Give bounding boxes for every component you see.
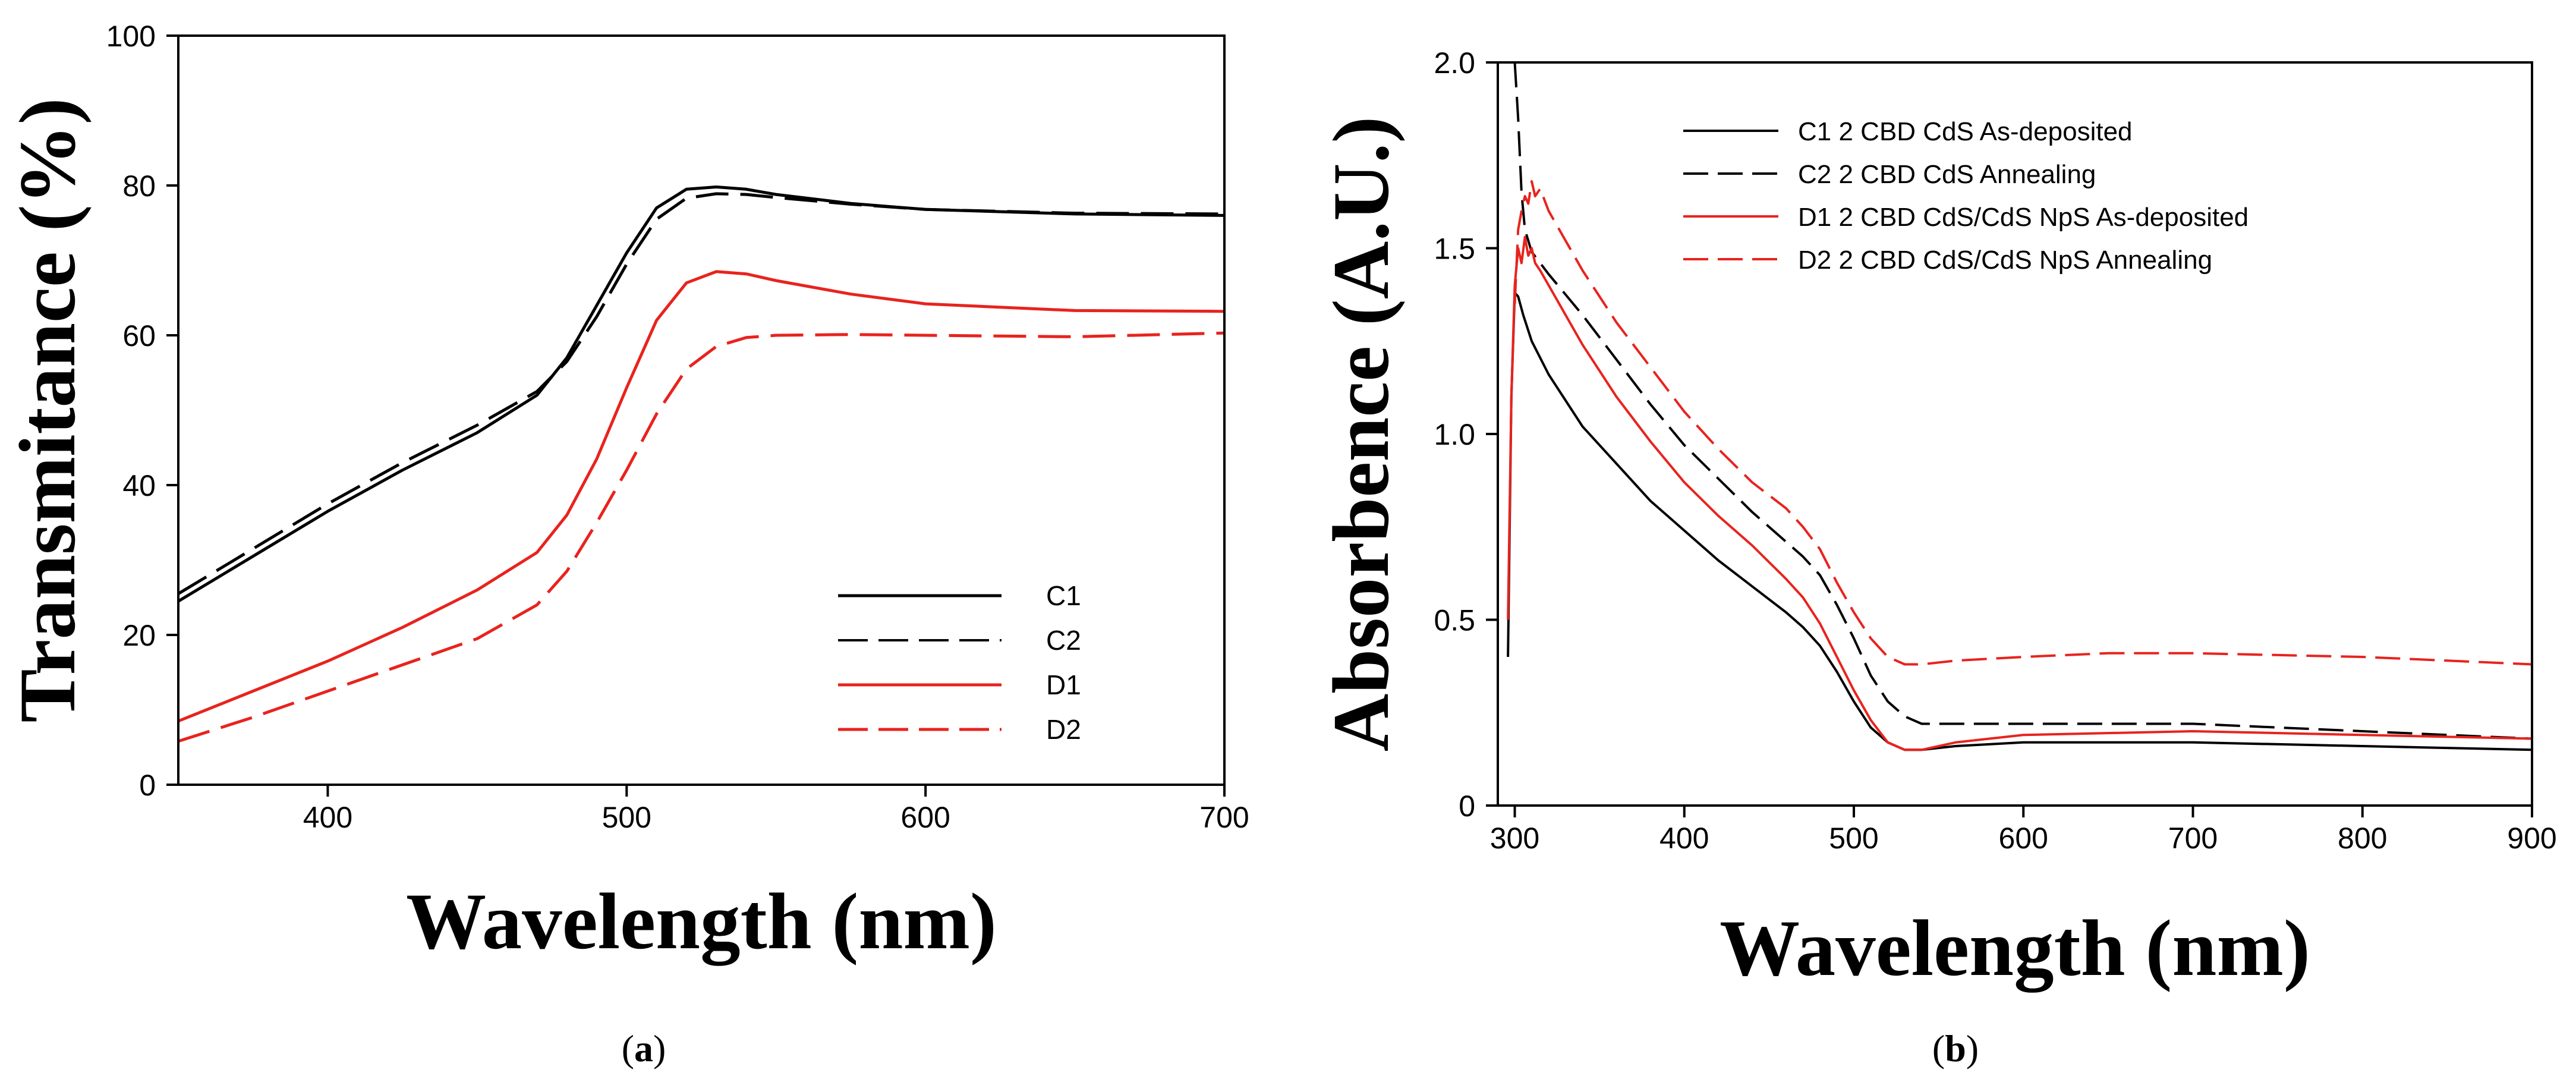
panel-a-series-c2-line — [178, 192, 1224, 595]
panel-b-y-tick-label: 1.5 — [1434, 232, 1475, 266]
panel-b-series-c1-line — [1507, 291, 2532, 751]
panel-b-x-axis-label: Wavelength (nm) — [1720, 904, 2310, 993]
panel-b-x-tick-label: 700 — [2168, 822, 2218, 855]
panel-a-series-c1-line — [178, 185, 1224, 603]
panel-b-x-tick-label: 500 — [1829, 822, 1878, 855]
legend-a-label-d1: D1 — [1046, 669, 1081, 700]
legend-b-label-c2: C2 2 CBD CdS Annealing — [1798, 160, 2096, 189]
panel-a-x-tick-label: 400 — [303, 801, 352, 834]
panel-a-caption-letter: a — [634, 1027, 653, 1069]
panel-b-ticks: 300 400 500 600 700 800 900 0 0.5 1.0 1.5 2.0 — [1434, 46, 2556, 855]
panel-b-y-tick-label: 2.0 — [1434, 46, 1475, 80]
panel-b-series-c2-line — [1513, 62, 2532, 740]
panel-a-y-tick-label: 60 — [122, 319, 156, 353]
panel-a-y-tick-label: 0 — [139, 769, 156, 802]
panel-a-series-d1-line — [178, 270, 1224, 723]
panel-b-series-group — [1507, 62, 2532, 751]
panel-b-x-tick-label: 300 — [1490, 822, 1539, 855]
panel-a-legend: C1 C2 D1 D2 — [838, 580, 1081, 745]
panel-b-x-tick-label: 400 — [1659, 822, 1709, 855]
panel-a-plot-frame — [177, 34, 1226, 786]
panel-a-x-tick-label: 700 — [1199, 801, 1249, 834]
panel-a-x-tick-label: 600 — [900, 801, 950, 834]
panel-b-y-tick-label: 1.0 — [1434, 418, 1475, 451]
panel-b-x-tick-label: 600 — [1999, 822, 2048, 855]
panel-b-series-d1-line — [1507, 235, 2532, 751]
panel-b-x-tick-label: 900 — [2507, 822, 2556, 855]
panel-a-y-tick-label: 80 — [122, 169, 156, 203]
panel-a-ticks: 400 500 600 700 0 20 40 60 80 100 — [106, 20, 1249, 834]
panel-b-absorbance-chart: 300 400 500 600 700 800 900 0 0.5 1.0 1.5 2.0 C1 2 … — [1317, 46, 2557, 1069]
panel-b-caption: (b) — [1932, 1027, 1979, 1069]
panel-a-y-axis-label: Transmitance (%) — [4, 97, 92, 722]
legend-a-label-c1: C1 — [1046, 580, 1081, 611]
panel-a-series-group — [178, 185, 1224, 743]
panel-b-y-tick-label: 0.5 — [1434, 604, 1475, 637]
panel-b-x-tick-label: 800 — [2338, 822, 2387, 855]
panel-a-y-tick-label: 40 — [122, 469, 156, 502]
panel-a-x-tick-label: 500 — [602, 801, 651, 834]
legend-a-label-c2: C2 — [1046, 625, 1081, 656]
panel-a-y-tick-label: 20 — [122, 619, 156, 652]
legend-b-label-d1: D1 2 CBD CdS/CdS NpS As-deposited — [1798, 203, 2249, 232]
panel-b-legend: C1 2 CBD CdS As-deposited C2 2 CBD CdS A… — [1683, 117, 2249, 275]
panel-a-transmittance-chart: 400 500 600 700 0 20 40 60 80 100 C1 C2 D1 D2 Wav… — [4, 20, 1249, 1069]
legend-a-label-d2: D2 — [1046, 714, 1081, 745]
panel-a-y-tick-label: 100 — [106, 20, 156, 53]
panel-a-series-d2-line — [178, 331, 1224, 743]
legend-b-label-c1: C1 2 CBD CdS As-deposited — [1798, 117, 2133, 146]
panel-b-series-d2-line — [1513, 180, 2532, 666]
panel-b-y-tick-label: 0 — [1459, 789, 1475, 823]
panel-a-x-axis-label: Wavelength (nm) — [406, 877, 997, 966]
panel-b-y-axis-label: Absorbence (A.U.) — [1317, 117, 1406, 752]
legend-b-label-d2: D2 2 CBD CdS/CdS NpS Annealing — [1798, 246, 2212, 275]
panel-b-caption-letter: b — [1945, 1027, 1966, 1069]
panel-a-caption: (a) — [622, 1027, 666, 1069]
